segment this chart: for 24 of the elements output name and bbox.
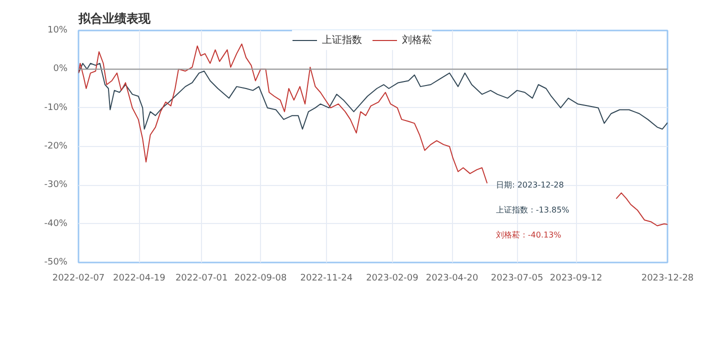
line-series [78,62,668,130]
x-tick-label: 2023-09-12 [550,274,602,284]
x-tick-label: 2023-02-09 [366,274,419,284]
x-tick-label: 2023-07-05 [490,274,544,284]
chart-title: 拟合业绩表现 [78,12,152,26]
y-tick-label: -20% [44,142,68,152]
x-tick-label: 2022-02-07 [52,274,105,284]
y-tick-label: -50% [44,258,68,268]
x-tick-label: 2023-12-28 [641,274,694,284]
legend-label: 上证指数 [322,34,362,47]
legend-label: 刘格菘 [402,34,432,47]
y-tick-label: -40% [44,218,68,229]
x-tick-label: 2023-04-20 [426,274,478,284]
y-tick-label: 0% [53,64,68,74]
annotation: 日期: 2023-12-28 [496,180,564,190]
y-tick-label: -10% [44,102,68,113]
annotation: 上证指数 : -13.85% [496,206,570,215]
x-tick-label: 2022-04-19 [113,274,166,284]
x-tick-label: 2022-09-08 [234,274,288,284]
y-tick-label: 10% [47,26,68,36]
x-tick-label: 2022-11-24 [300,274,353,284]
annotation: 刘格菘 : -40.13% [496,230,562,240]
y-tick-label: -30% [44,180,68,190]
x-tick-label: 2022-07-01 [175,274,228,284]
